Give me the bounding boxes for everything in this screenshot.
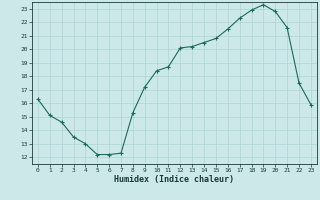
X-axis label: Humidex (Indice chaleur): Humidex (Indice chaleur) (115, 175, 234, 184)
